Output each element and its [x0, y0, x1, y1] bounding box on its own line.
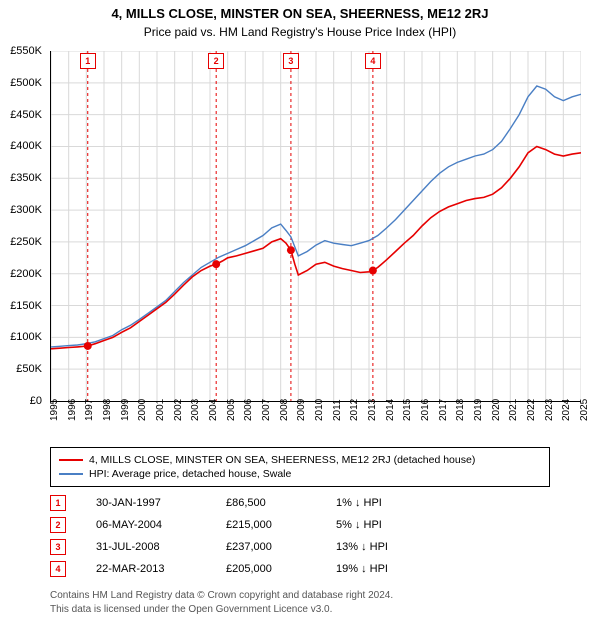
sale-point-3: [287, 246, 295, 254]
sales-table: 130-JAN-1997£86,5001% ↓ HPI206-MAY-2004£…: [50, 495, 550, 577]
sale-row-marker: 3: [50, 539, 66, 555]
legend: 4, MILLS CLOSE, MINSTER ON SEA, SHEERNES…: [50, 447, 550, 487]
sale-row: 2 06-MAY-2004£215,0005% ↓ HPI: [50, 517, 550, 533]
x-tick-label: 2022: [526, 399, 537, 421]
x-tick-label: 2001: [155, 399, 166, 421]
sale-row-marker: 4: [50, 561, 66, 577]
sale-price: £237,000: [226, 541, 336, 553]
x-tick-label: 2007: [261, 399, 272, 421]
flag-marker-4: 4: [365, 53, 381, 69]
x-tick-label: 2006: [243, 399, 254, 421]
x-tick-label: 2015: [402, 399, 413, 421]
y-tick-label: £500K: [10, 77, 42, 89]
x-tick-label: 2024: [561, 399, 572, 421]
sale-point-4: [369, 267, 377, 275]
sale-price: £86,500: [226, 497, 336, 509]
legend-label: 4, MILLS CLOSE, MINSTER ON SEA, SHEERNES…: [89, 454, 475, 466]
sale-date: 06-MAY-2004: [96, 519, 226, 531]
sale-row: 4 22-MAR-2013£205,00019% ↓ HPI: [50, 561, 550, 577]
y-tick-label: £200K: [10, 268, 42, 280]
y-tick-label: £150K: [10, 300, 42, 312]
legend-swatch: [59, 459, 83, 461]
plot-area: 1 2 3 4: [50, 51, 581, 402]
y-tick-label: £450K: [10, 109, 42, 121]
sale-diff: 19% ↓ HPI: [336, 563, 550, 575]
sale-point-1: [84, 342, 92, 350]
x-tick-label: 2002: [173, 399, 184, 421]
page-title: 4, MILLS CLOSE, MINSTER ON SEA, SHEERNES…: [0, 0, 600, 21]
y-tick-label: £350K: [10, 172, 42, 184]
x-tick-label: 2011: [332, 399, 343, 421]
x-tick-label: 2021: [508, 399, 519, 421]
sale-diff: 13% ↓ HPI: [336, 541, 550, 553]
sale-row: 3 31-JUL-2008£237,00013% ↓ HPI: [50, 539, 550, 555]
x-tick-label: 1995: [49, 399, 60, 421]
y-tick-label: £400K: [10, 140, 42, 152]
x-tick-label: 2010: [314, 399, 325, 421]
sale-row: 1 30-JAN-1997£86,5001% ↓ HPI: [50, 495, 550, 511]
x-tick-label: 2003: [190, 399, 201, 421]
sale-point-2: [212, 260, 220, 268]
sale-date: 30-JAN-1997: [96, 497, 226, 509]
x-tick-label: 2014: [385, 399, 396, 421]
legend-item: HPI: Average price, detached house, Swal…: [59, 468, 541, 480]
x-tick-label: 2005: [226, 399, 237, 421]
x-tick-label: 2008: [279, 399, 290, 421]
x-tick-label: 2017: [438, 399, 449, 421]
y-tick-label: £300K: [10, 204, 42, 216]
sale-diff: 5% ↓ HPI: [336, 519, 550, 531]
chart-area: £0 £50K £100K £150K £200K £250K £300K £350K £400…: [0, 43, 600, 443]
footnote: Contains HM Land Registry data © Crown c…: [50, 589, 550, 616]
legend-label: HPI: Average price, detached house, Swal…: [89, 468, 291, 480]
y-tick-label: £0: [30, 395, 42, 407]
legend-item: 4, MILLS CLOSE, MINSTER ON SEA, SHEERNES…: [59, 454, 541, 466]
x-tick-label: 1996: [67, 399, 78, 421]
x-tick-label: 2013: [367, 399, 378, 421]
flag-marker-2: 2: [208, 53, 224, 69]
sale-price: £215,000: [226, 519, 336, 531]
sale-price: £205,000: [226, 563, 336, 575]
footnote-line-1: Contains HM Land Registry data © Crown c…: [50, 590, 393, 601]
flag-marker-1: 1: [80, 53, 96, 69]
sale-diff: 1% ↓ HPI: [336, 497, 550, 509]
x-axis: 1995199619971998199920002001200220032004…: [50, 403, 580, 443]
x-tick-label: 2009: [296, 399, 307, 421]
sale-row-marker: 2: [50, 517, 66, 533]
x-tick-label: 2018: [455, 399, 466, 421]
x-tick-label: 2023: [544, 399, 555, 421]
x-tick-label: 2016: [420, 399, 431, 421]
y-tick-label: £100K: [10, 331, 42, 343]
flag-marker-3: 3: [283, 53, 299, 69]
x-tick-label: 2019: [473, 399, 484, 421]
legend-swatch: [59, 473, 83, 475]
x-tick-label: 2000: [137, 399, 148, 421]
sale-date: 31-JUL-2008: [96, 541, 226, 553]
x-tick-label: 1999: [120, 399, 131, 421]
chart-container: 4, MILLS CLOSE, MINSTER ON SEA, SHEERNES…: [0, 0, 600, 620]
x-tick-label: 2004: [208, 399, 219, 421]
x-tick-label: 1997: [84, 399, 95, 421]
page-subtitle: Price paid vs. HM Land Registry's House …: [0, 21, 600, 43]
footnote-line-2: This data is licensed under the Open Gov…: [50, 604, 332, 615]
x-tick-label: 2020: [491, 399, 502, 421]
x-tick-label: 2012: [349, 399, 360, 421]
plot-svg: [51, 51, 581, 401]
y-tick-label: £250K: [10, 236, 42, 248]
y-tick-label: £50K: [16, 363, 42, 375]
y-axis: £0 £50K £100K £150K £200K £250K £300K £350K £400…: [0, 43, 46, 443]
sale-date: 22-MAR-2013: [96, 563, 226, 575]
x-tick-label: 1998: [102, 399, 113, 421]
sale-row-marker: 1: [50, 495, 66, 511]
x-tick-label: 2025: [579, 399, 590, 421]
y-tick-label: £550K: [10, 45, 42, 57]
